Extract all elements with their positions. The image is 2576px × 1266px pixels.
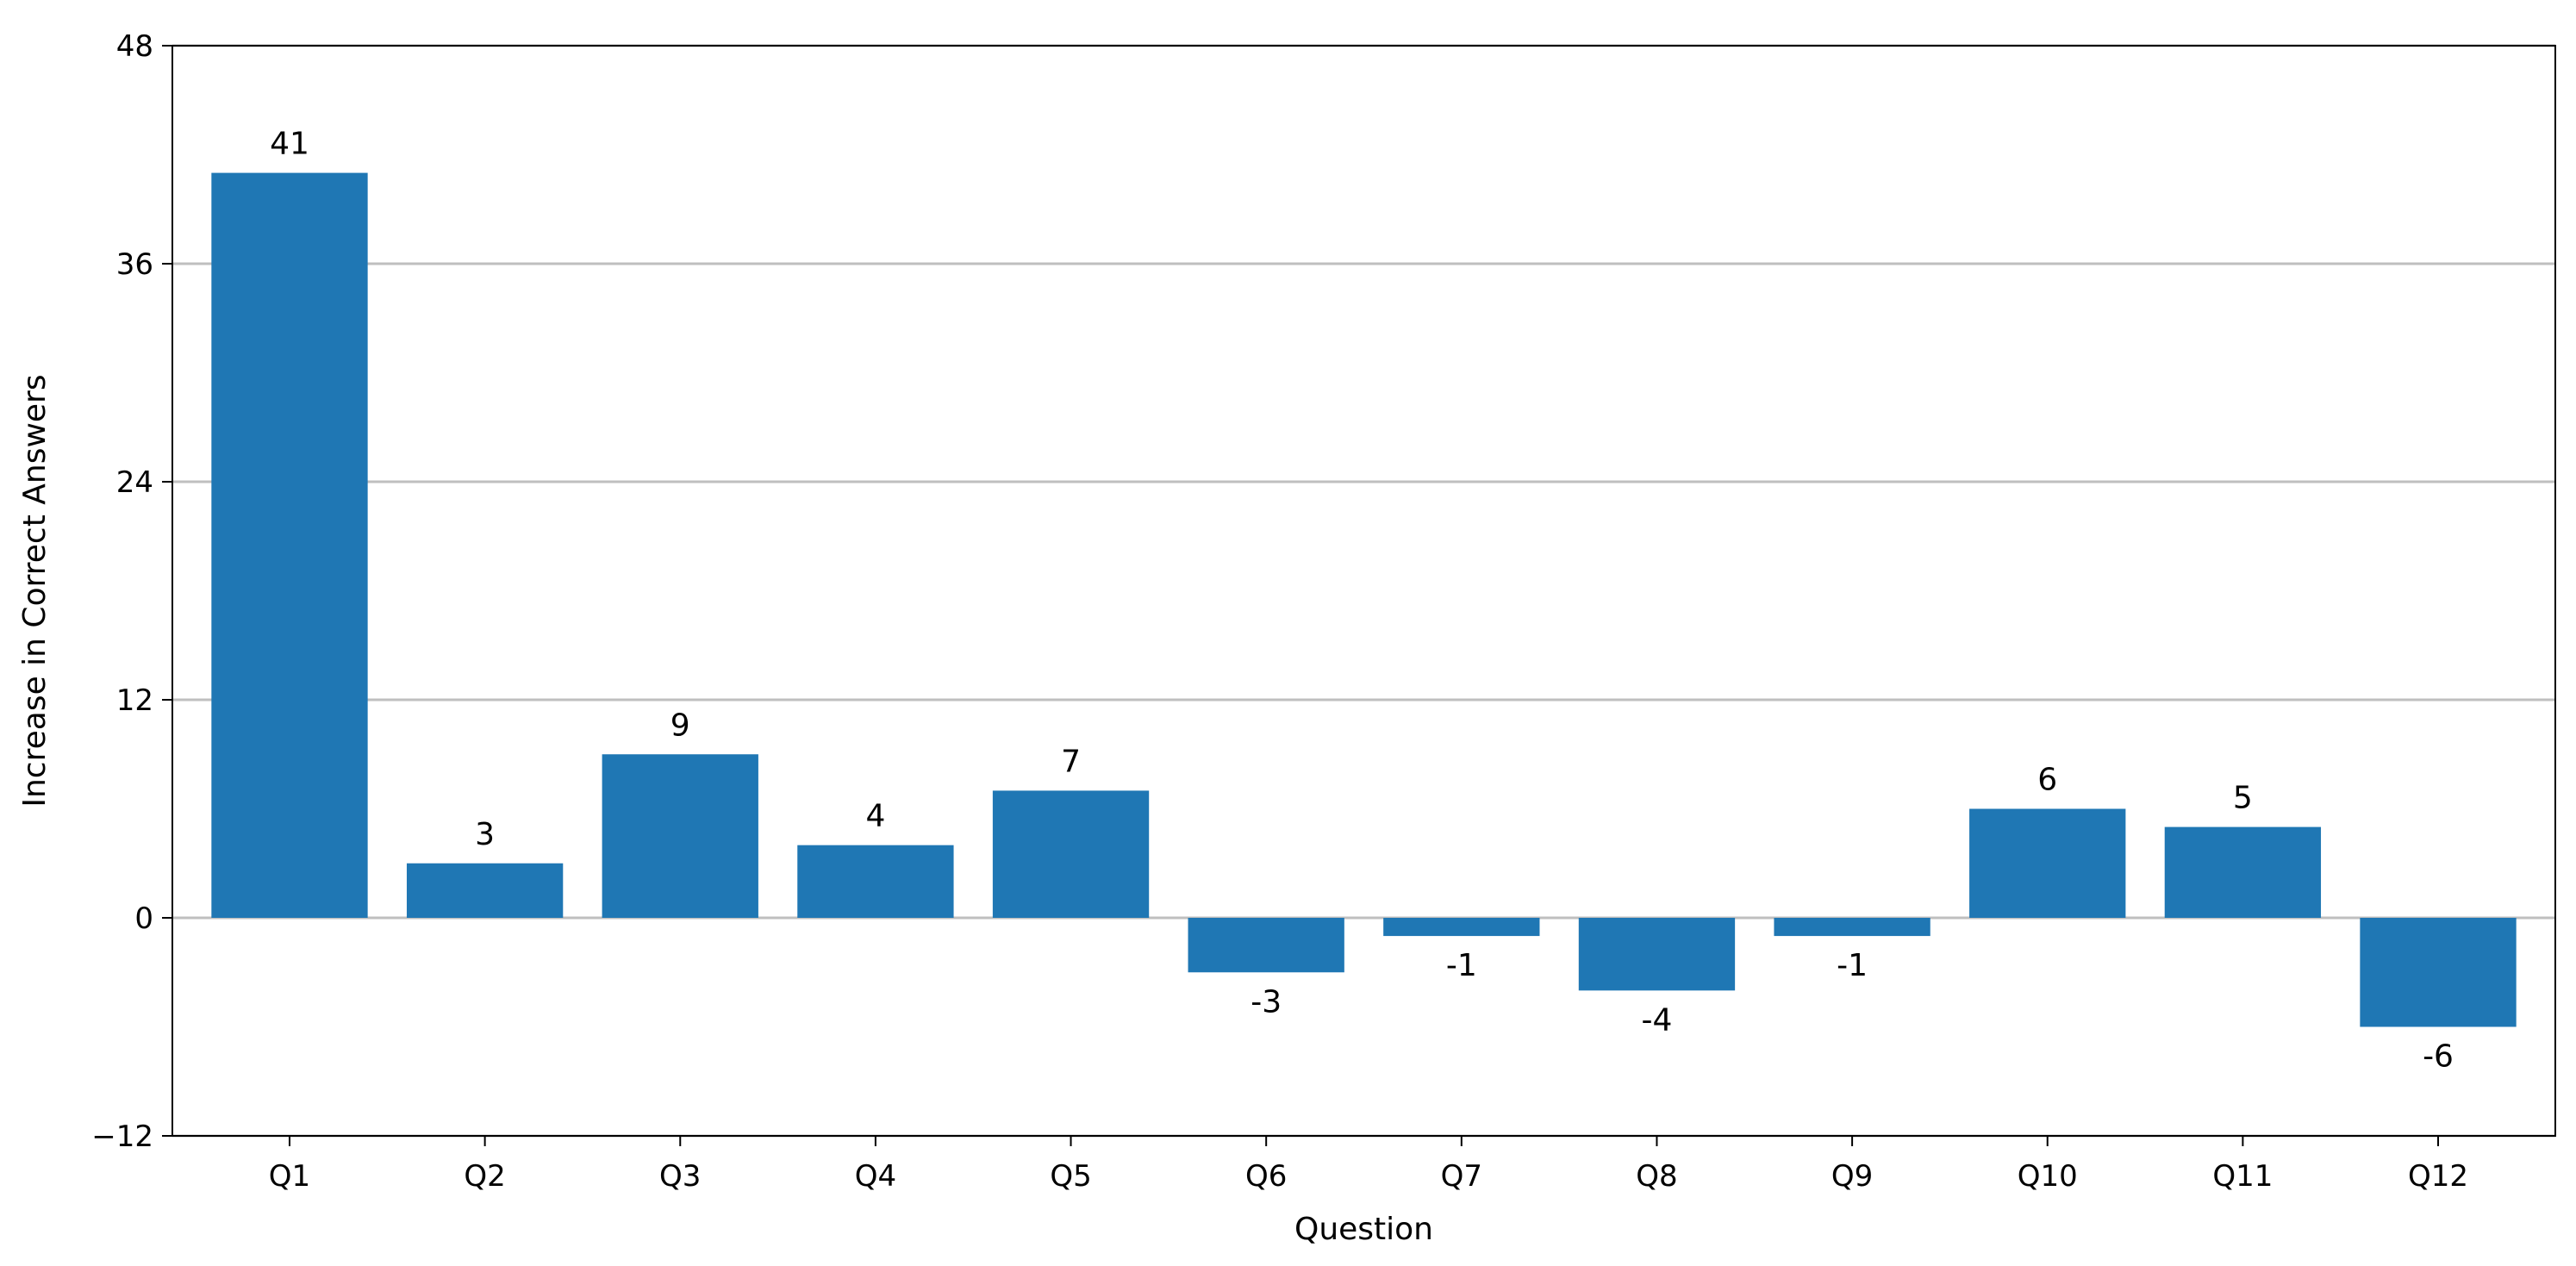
x-tick-label-q4: Q4 <box>855 1159 896 1194</box>
x-tick-label-q2: Q2 <box>464 1159 505 1194</box>
x-tick-label-q7: Q7 <box>1441 1159 1482 1194</box>
x-tick-label-q8: Q8 <box>1636 1159 1677 1194</box>
bar-q8 <box>1578 918 1736 991</box>
data-label-q2: 3 <box>475 817 495 852</box>
y-tick-label: −12 <box>91 1119 153 1154</box>
x-axis-title: Question <box>1294 1212 1433 1247</box>
y-axis-ticks: −12 0 12 24 36 48 <box>91 29 172 1154</box>
x-axis-ticks: Q1 Q2 Q3 Q4 Q5 Q6 Q7 Q8 Q9 Q10 Q11 Q12 <box>269 1136 2468 1194</box>
bar-q3 <box>602 754 758 918</box>
data-label-q8: -4 <box>1642 1002 1673 1038</box>
bar-q1 <box>211 172 368 919</box>
plot-frame <box>172 45 2556 1137</box>
data-label-q3: 9 <box>671 708 690 743</box>
x-tick-label-q12: Q12 <box>2408 1159 2468 1194</box>
x-tick-label-q11: Q11 <box>2212 1159 2273 1194</box>
y-tick-label: 36 <box>116 247 153 282</box>
y-axis-title: Increase in Correct Answers <box>17 374 53 807</box>
bars <box>211 172 2517 1027</box>
y-tick-label: 24 <box>116 465 153 500</box>
x-tick-label-q10: Q10 <box>2018 1159 2078 1194</box>
data-label-q4: 4 <box>865 799 885 834</box>
bar-q9 <box>1774 918 1930 937</box>
x-tick-label-q1: Q1 <box>269 1159 310 1194</box>
bar-q6 <box>1188 918 1344 973</box>
bar-q2 <box>406 863 564 918</box>
data-label-q12: -6 <box>2423 1039 2454 1075</box>
bar-q4 <box>797 845 954 918</box>
y-tick-label: 0 <box>134 901 153 936</box>
gridlines <box>172 44 2555 1138</box>
data-label-q11: 5 <box>2233 781 2253 816</box>
data-label-q9: -1 <box>1837 948 1868 983</box>
bar-q12 <box>2360 918 2517 1027</box>
data-label-q5: 7 <box>1061 744 1081 779</box>
y-tick-label: 48 <box>116 29 153 64</box>
data-label-q6: -3 <box>1251 984 1282 1020</box>
data-labels: 41 3 9 4 7 -3 -1 -4 -1 6 5 -6 <box>270 127 2454 1075</box>
data-label-q7: -1 <box>1446 948 1477 983</box>
x-tick-label-q3: Q3 <box>659 1159 701 1194</box>
y-tick-label: 12 <box>116 683 153 718</box>
data-label-q10: 6 <box>2037 763 2057 798</box>
bar-q5 <box>992 790 1150 918</box>
bar-q10 <box>1969 808 2126 918</box>
bar-q11 <box>2164 826 2322 918</box>
data-label-q1: 41 <box>270 127 309 162</box>
x-tick-label-q6: Q6 <box>1245 1159 1287 1194</box>
bar-q7 <box>1383 918 1540 937</box>
x-tick-label-q5: Q5 <box>1050 1159 1091 1194</box>
x-tick-label-q9: Q9 <box>1831 1159 1873 1194</box>
